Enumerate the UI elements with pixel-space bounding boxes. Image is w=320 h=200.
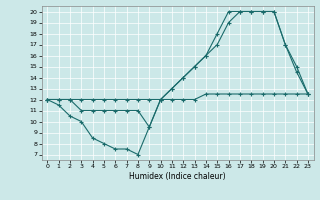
X-axis label: Humidex (Indice chaleur): Humidex (Indice chaleur) xyxy=(129,172,226,181)
